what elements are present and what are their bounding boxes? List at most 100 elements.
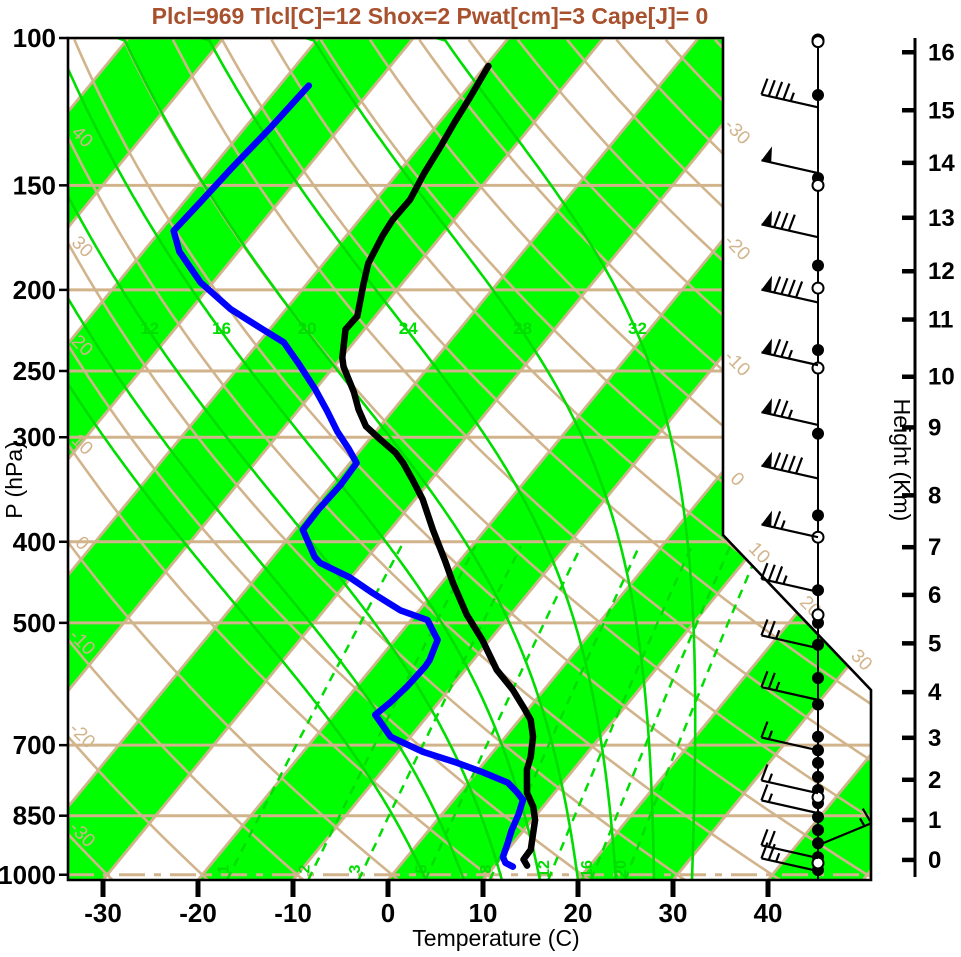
wind-barb bbox=[817, 808, 873, 847]
green-band bbox=[68, 38, 604, 880]
height-tick-label: 12 bbox=[928, 258, 955, 285]
moist-adiabat-label: 28 bbox=[513, 319, 532, 338]
mixing-ratio-line bbox=[589, 545, 732, 880]
mixing-ratio-line bbox=[547, 545, 693, 880]
isotherm-label: -20 bbox=[720, 231, 754, 265]
dry-adiabat-label: 30 bbox=[67, 232, 97, 262]
isotherm-line bbox=[68, 38, 320, 880]
significant-level-circle bbox=[811, 281, 825, 295]
height-tick-label: 3 bbox=[928, 725, 941, 752]
mixing-ratio-line bbox=[225, 545, 403, 880]
wind-barb bbox=[761, 146, 819, 175]
moist-adiabat-line bbox=[68, 38, 428, 880]
wind-barb bbox=[761, 210, 819, 239]
height-axis-title: Height (Km) bbox=[889, 399, 915, 522]
height-tick-label: 8 bbox=[928, 482, 941, 509]
moist-adiabats-and-mixing-ratio-lines bbox=[68, 38, 762, 880]
temperature-tick-label: 40 bbox=[754, 898, 783, 928]
dry-adiabat-line bbox=[270, 39, 871, 880]
moist-adiabat-label: 24 bbox=[399, 319, 418, 338]
height-tick-label: 7 bbox=[928, 534, 941, 561]
isotherm-line bbox=[576, 38, 871, 880]
wind-barb bbox=[760, 78, 819, 109]
temperature-tick-label: 10 bbox=[469, 898, 498, 928]
temperature-axis: -30 -20 -10 0 10 20 30 40 bbox=[84, 880, 782, 928]
station-dot bbox=[812, 427, 824, 440]
station-dot bbox=[812, 810, 824, 823]
wind-barb bbox=[760, 764, 819, 795]
pressure-tick-label: 200 bbox=[13, 275, 56, 305]
mixing-ratio-label: 5 bbox=[413, 864, 430, 873]
station-dot bbox=[812, 259, 824, 272]
station-dot bbox=[812, 638, 824, 651]
pressure-axis-title: P (hPa) bbox=[1, 441, 27, 519]
wind-barbs bbox=[760, 33, 873, 880]
wind-barb bbox=[761, 451, 819, 480]
isotherm-label: -30 bbox=[720, 115, 754, 149]
moist-adiabat-label: 12 bbox=[140, 319, 159, 338]
moist-adiabat-line bbox=[68, 38, 504, 880]
station-dot bbox=[812, 770, 824, 783]
temperature-curve bbox=[339, 62, 539, 869]
station-dot bbox=[812, 698, 824, 711]
wind-barb bbox=[761, 398, 819, 426]
height-tick-label: 2 bbox=[928, 767, 941, 794]
green-band bbox=[68, 38, 414, 880]
wind-barb bbox=[761, 510, 819, 539]
pressure-tick-label: 250 bbox=[13, 356, 56, 386]
dry-adiabat-line bbox=[516, 38, 871, 880]
mixing-ratio-label: 2 bbox=[297, 864, 314, 873]
mixing-ratio-label: 1 bbox=[215, 864, 232, 873]
station-dot bbox=[812, 344, 824, 357]
mixing-ratio-label: 12 bbox=[536, 860, 553, 878]
pressure-axis: 100 150 200 250 300 400 500 700 850 1000 bbox=[0, 23, 68, 890]
significant-level-circle bbox=[811, 608, 825, 622]
height-tick-label: 0 bbox=[928, 847, 941, 874]
isotherm-label: 10 bbox=[744, 538, 774, 568]
temperature-tick-label: -10 bbox=[274, 898, 312, 928]
height-tick-label: 10 bbox=[928, 364, 955, 391]
isotherm-line bbox=[68, 38, 225, 880]
station-dot bbox=[812, 730, 824, 743]
station-dot bbox=[812, 89, 824, 102]
pressure-tick-label: 300 bbox=[13, 422, 56, 452]
wind-barb bbox=[760, 828, 819, 860]
height-tick-label: 11 bbox=[928, 307, 953, 334]
dewpoint-curve bbox=[170, 82, 527, 870]
mixing-ratio-label: 3 bbox=[347, 864, 364, 873]
sounding-curves bbox=[170, 62, 539, 870]
station-dot bbox=[812, 837, 824, 850]
height-tick-label: 5 bbox=[928, 630, 941, 657]
temperature-axis-title: Temperature (C) bbox=[412, 925, 579, 951]
temperature-tick-label: -20 bbox=[179, 898, 217, 928]
height-tick-label: 15 bbox=[928, 97, 955, 124]
significant-level-circle bbox=[811, 178, 825, 192]
dry-adiabat-line bbox=[68, 39, 305, 880]
wind-barb bbox=[760, 562, 819, 593]
dry-adiabat-label: -20 bbox=[65, 719, 99, 753]
dry-adiabat-line bbox=[566, 38, 871, 880]
isotherm-line bbox=[68, 38, 605, 880]
moist-adiabat-label: 16 bbox=[212, 319, 231, 338]
temperature-tick-label: 0 bbox=[381, 898, 395, 928]
wind-barb bbox=[760, 619, 819, 650]
significant-level-circle bbox=[811, 35, 825, 49]
mixing-ratio-line bbox=[307, 545, 477, 880]
wind-barb bbox=[760, 721, 819, 752]
dry-adiabat-line bbox=[467, 38, 871, 880]
mixing-ratio-line bbox=[424, 545, 583, 880]
isotherm-label: 30 bbox=[846, 645, 876, 675]
isotherm-label: 0 bbox=[726, 468, 748, 490]
dry-adiabat-line bbox=[68, 39, 209, 880]
mixing-ratio-line bbox=[488, 545, 641, 880]
moist-adiabat-label: 32 bbox=[628, 319, 647, 338]
moist-adiabat-line bbox=[305, 38, 656, 880]
significant-level-circle bbox=[811, 790, 825, 804]
chart-title: Plcl=969 Tlcl[C]=12 Shox=2 Pwat[cm]=3 Ca… bbox=[152, 3, 709, 29]
station-dot bbox=[812, 756, 824, 769]
pressure-tick-label: 500 bbox=[13, 608, 56, 638]
station-dot bbox=[812, 823, 824, 836]
